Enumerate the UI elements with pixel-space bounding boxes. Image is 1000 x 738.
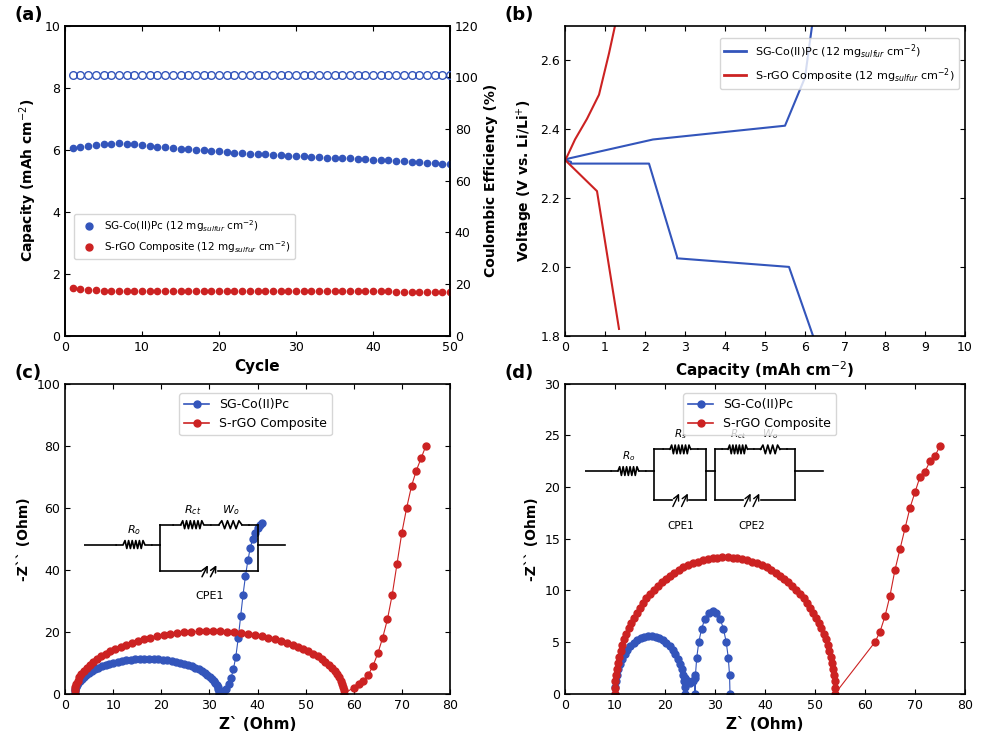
- Text: (a): (a): [15, 6, 43, 24]
- Text: (b): (b): [505, 6, 534, 24]
- Text: (c): (c): [15, 364, 42, 382]
- Legend: SG-Co(II)Pc (12 mg$_{sulfur}$ cm$^{-2}$), S-rGO Composite (12 mg$_{sulfur}$ cm$^: SG-Co(II)Pc (12 mg$_{sulfur}$ cm$^{-2}$)…: [720, 38, 959, 89]
- Legend: SG-Co(II)Pc, S-rGO Composite: SG-Co(II)Pc, S-rGO Composite: [683, 393, 836, 435]
- Legend: SG-Co(II)Pc (12 mg$_{sulfur}$ cm$^{-2}$), S-rGO Composite (12 mg$_{sulfur}$ cm$^: SG-Co(II)Pc (12 mg$_{sulfur}$ cm$^{-2}$)…: [74, 214, 295, 259]
- X-axis label: Z` (Ohm): Z` (Ohm): [726, 717, 804, 732]
- Y-axis label: Capacity (mAh cm$^{-2}$): Capacity (mAh cm$^{-2}$): [17, 99, 39, 263]
- X-axis label: Cycle: Cycle: [235, 359, 280, 374]
- Y-axis label: Coulombic Efficiency (%): Coulombic Efficiency (%): [484, 84, 498, 277]
- Text: (d): (d): [505, 364, 534, 382]
- Y-axis label: -Z`` (Ohm): -Z`` (Ohm): [525, 497, 539, 581]
- X-axis label: Z` (Ohm): Z` (Ohm): [219, 717, 296, 732]
- Y-axis label: -Z`` (Ohm): -Z`` (Ohm): [17, 497, 31, 581]
- X-axis label: Capacity (mAh cm$^{-2}$): Capacity (mAh cm$^{-2}$): [675, 359, 855, 381]
- Y-axis label: Voltage (V vs. Li/Li$^{+}$): Voltage (V vs. Li/Li$^{+}$): [514, 100, 535, 262]
- Legend: SG-Co(II)Pc, S-rGO Composite: SG-Co(II)Pc, S-rGO Composite: [179, 393, 332, 435]
